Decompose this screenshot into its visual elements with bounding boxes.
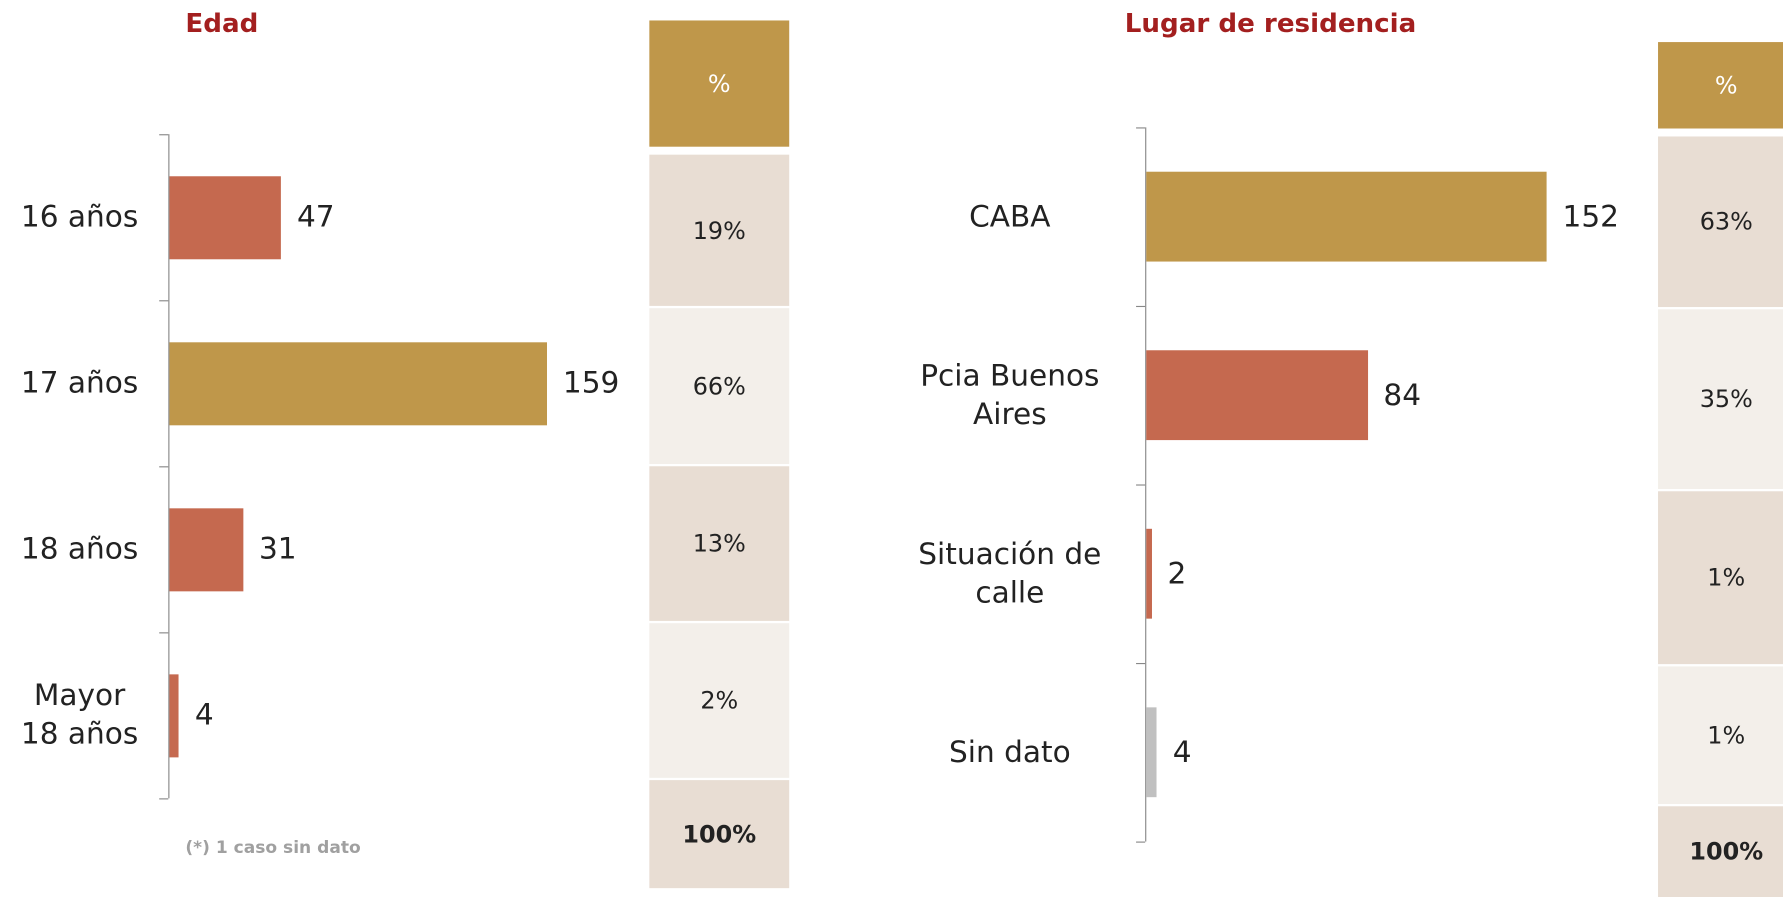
axis-tick [159,300,169,302]
value-label: 152 [1562,199,1619,234]
table-cell: 19% [649,154,790,306]
table-header: % [649,20,790,147]
bar [169,507,244,591]
table-header: % [1658,42,1783,129]
category-label: Sin dato [948,735,1071,770]
value-label: 31 [258,532,297,567]
category-label: 18 años [20,532,139,567]
bar [169,175,282,259]
axis-tick [1136,127,1146,129]
axis-line [168,134,170,799]
bar [1146,707,1157,798]
table-cell: 66% [649,308,790,464]
bar [169,341,547,425]
axis-tick [1136,305,1146,308]
value-label: 84 [1383,378,1422,413]
axis-tick [1136,841,1146,843]
axis-tick [1136,484,1146,486]
value-label: 4 [1172,735,1192,770]
table-total: 100% [1658,806,1783,897]
category-label: Situación de calle [918,537,1102,611]
chart-title: Edad [185,9,259,39]
value-label: 2 [1167,556,1187,591]
bar [1146,528,1152,619]
table-cell: 1% [1658,666,1783,805]
value-label: 4 [194,698,214,733]
bar [1146,350,1368,441]
axis-tick [1136,662,1146,665]
axis-tick [159,632,169,634]
axis-tick [159,466,169,468]
table-cell: 1% [1658,491,1783,665]
chart-title: Lugar de residencia [1124,9,1417,39]
category-label: Pcia Buenos Aires [920,358,1100,432]
table-total: 100% [649,780,790,889]
table-cell: 13% [649,466,790,621]
axis-tick [159,134,169,136]
bar [1146,171,1547,262]
table-cell: 63% [1658,136,1783,308]
axis-tick [159,798,169,800]
category-label: 17 años [20,366,139,401]
bar [169,673,179,757]
category-label: CABA [969,199,1051,234]
category-label: 16 años [20,200,139,235]
category-label: Mayor 18 años [20,678,139,752]
table-cell: 35% [1658,309,1783,489]
footnote: (*) 1 caso sin dato [185,836,361,858]
value-label: 159 [562,366,620,401]
table-cell: 2% [649,623,790,778]
value-label: 47 [296,200,335,235]
axis-line [1145,127,1147,842]
